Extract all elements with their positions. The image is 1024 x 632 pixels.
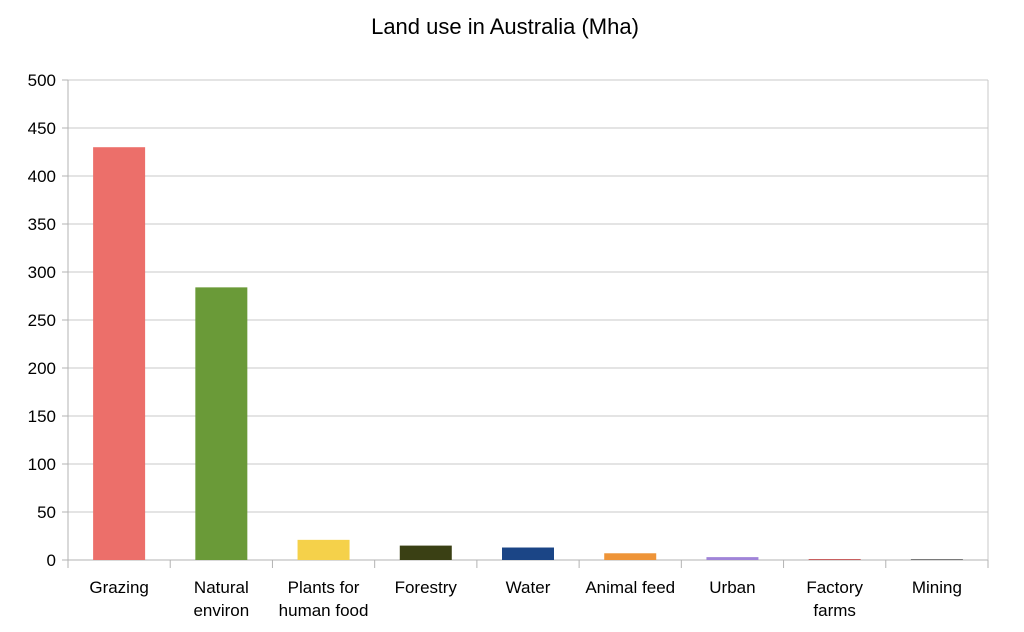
x-tick-label: Urban	[709, 578, 755, 597]
x-tick-label: Natural	[194, 578, 249, 597]
y-tick-label: 450	[28, 119, 56, 138]
y-tick-label: 100	[28, 455, 56, 474]
bar	[399, 545, 452, 560]
axes	[62, 79, 989, 568]
x-tick-label: Animal feed	[585, 578, 675, 597]
bar	[297, 539, 350, 560]
y-tick-label: 200	[28, 359, 56, 378]
y-tick-label: 350	[28, 215, 56, 234]
x-tick-label: farms	[813, 601, 856, 620]
bars	[93, 147, 963, 560]
bar	[195, 287, 248, 560]
x-tick-label: human food	[279, 601, 369, 620]
y-tick-label: 0	[47, 551, 56, 570]
x-tick-label: Mining	[912, 578, 962, 597]
y-tick-label: 150	[28, 407, 56, 426]
chart-title: Land use in Australia (Mha)	[371, 14, 639, 39]
x-tick-label: Plants for	[288, 578, 360, 597]
bar	[910, 559, 963, 560]
bar	[93, 147, 146, 560]
bar	[706, 557, 759, 560]
y-tick-label: 50	[37, 503, 56, 522]
x-tick-label: Water	[506, 578, 551, 597]
bar	[604, 553, 657, 560]
bar	[502, 547, 554, 560]
bar	[808, 559, 861, 560]
x-tick-label: Factory	[806, 578, 863, 597]
y-tick-label: 400	[28, 167, 56, 186]
x-tick-label: Forestry	[395, 578, 458, 597]
y-tick-label: 300	[28, 263, 56, 282]
x-tick-label: Grazing	[89, 578, 149, 597]
x-tick-label: environ	[193, 601, 249, 620]
y-tick-label: 250	[28, 311, 56, 330]
y-tick-label: 500	[28, 71, 56, 90]
labels: 0 50 100 150 200 250 300 350 400 450 500 Grazing Nat…	[28, 71, 962, 620]
